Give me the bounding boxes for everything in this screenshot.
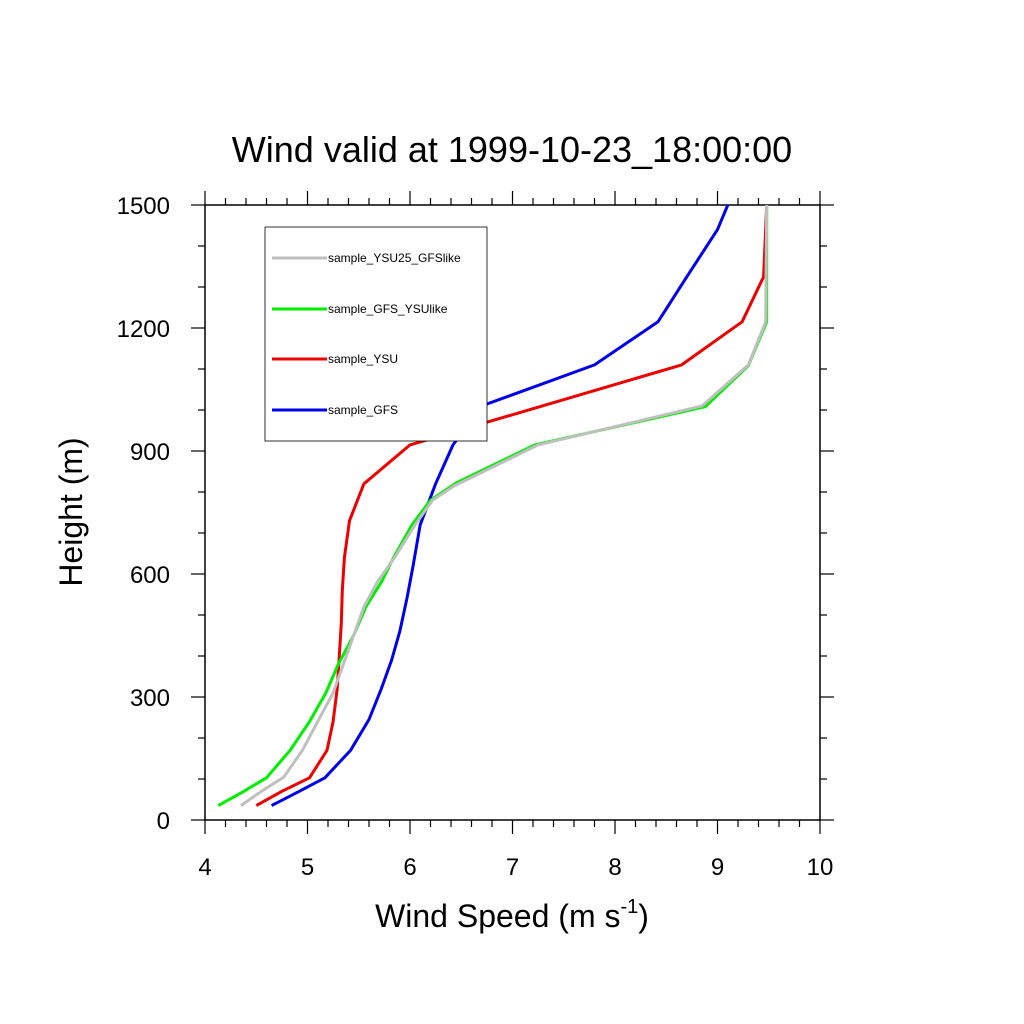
x-tick-label: 6 — [403, 854, 416, 881]
x-axis-label-end: ) — [638, 898, 649, 934]
y-tick-labels: 0 300 600 900 1200 1500 — [117, 193, 170, 835]
chart-title: Wind valid at 1999-10-23_18:00:00 — [232, 129, 792, 170]
series-lines — [217, 204, 769, 807]
y-axis-label: Height (m) — [53, 437, 89, 586]
y-tick-label: 0 — [157, 808, 170, 835]
legend: sample_YSU25_GFSlike sample_GFS_YSUlikesa… — [264, 226, 488, 442]
series-line-sample_YSU25_GFSlike — [240, 204, 769, 807]
series-line-sample_YSU — [255, 204, 769, 807]
x-tick-label: 10 — [807, 854, 834, 881]
legend-label: sample_GFS — [328, 403, 398, 417]
x-tick-label: 4 — [198, 854, 211, 881]
legend-label: sample_YSU25_GFSlike — [328, 251, 461, 265]
legend-box — [264, 226, 488, 442]
y-tick-label: 300 — [130, 685, 170, 712]
x-tick-label: 8 — [608, 854, 621, 881]
x-axis-label-main: Wind Speed (m s — [375, 898, 620, 934]
x-tick-label: 9 — [711, 854, 724, 881]
y-tick-label: 1500 — [117, 193, 170, 220]
legend-label: sample_GFS_YSUlike — [328, 302, 448, 316]
y-tick-label: 600 — [130, 562, 170, 589]
legend-label: sample_YSU — [328, 352, 398, 366]
x-tick-labels: 4 5 6 7 8 9 10 — [198, 854, 833, 881]
axis-ticks — [191, 191, 834, 834]
x-axis-label-sup: -1 — [620, 896, 638, 918]
x-axis-label: Wind Speed (m s-1) — [375, 896, 649, 934]
x-tick-label: 7 — [506, 854, 519, 881]
series-line-sample_GFS — [270, 204, 730, 807]
x-tick-label: 5 — [301, 854, 314, 881]
series-line-sample_GFS_YSUlike — [217, 205, 769, 807]
y-tick-label: 900 — [130, 439, 170, 466]
y-tick-label: 1200 — [117, 316, 170, 343]
